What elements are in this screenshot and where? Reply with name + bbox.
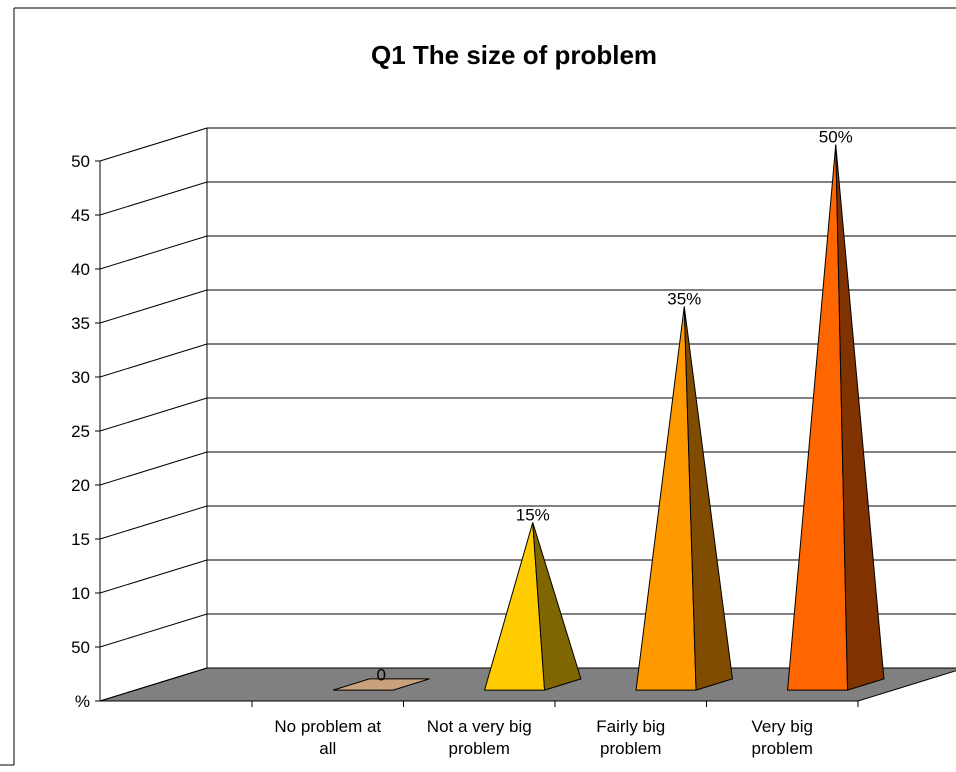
x-tick-label: No problem at all bbox=[274, 717, 382, 758]
grid-line bbox=[99, 235, 208, 270]
y-tick-label: 50 bbox=[71, 152, 90, 171]
value-label: 50% bbox=[819, 128, 853, 147]
y-tick-label: 35 bbox=[71, 314, 90, 333]
y-tick-label: 25 bbox=[71, 422, 90, 441]
chart-title: Q1 The size of problem bbox=[371, 40, 657, 70]
x-tick-label: Not a very big problem bbox=[426, 717, 532, 758]
pyramid-base bbox=[332, 678, 430, 691]
y-tick-label: % bbox=[75, 692, 90, 711]
pyramid-side bbox=[835, 144, 885, 691]
grid-line bbox=[99, 451, 208, 486]
pyramid-side bbox=[532, 522, 582, 691]
grid-line bbox=[99, 559, 208, 594]
grid-line bbox=[99, 505, 208, 540]
y-tick-label: 15 bbox=[71, 530, 90, 549]
y-tick-label: 20 bbox=[71, 476, 90, 495]
grid-line bbox=[99, 343, 208, 378]
grid-line bbox=[99, 289, 208, 324]
grid-line bbox=[99, 127, 208, 162]
pyramid-side bbox=[683, 306, 733, 691]
value-label: 15% bbox=[516, 506, 550, 525]
value-label: 0 bbox=[377, 666, 386, 685]
grid-line bbox=[99, 667, 208, 702]
grid-line bbox=[99, 613, 208, 648]
y-tick-label: 50 bbox=[71, 638, 90, 657]
y-tick-label: 10 bbox=[71, 584, 90, 603]
grid-line bbox=[99, 397, 208, 432]
grid-line bbox=[99, 181, 208, 216]
value-label: 35% bbox=[667, 290, 701, 309]
x-tick-label: Very big problem bbox=[751, 717, 813, 758]
y-tick-label: 30 bbox=[71, 368, 90, 387]
y-tick-label: 40 bbox=[71, 260, 90, 279]
x-tick-label: Fairly big problem bbox=[596, 717, 666, 758]
y-tick-label: 45 bbox=[71, 206, 90, 225]
